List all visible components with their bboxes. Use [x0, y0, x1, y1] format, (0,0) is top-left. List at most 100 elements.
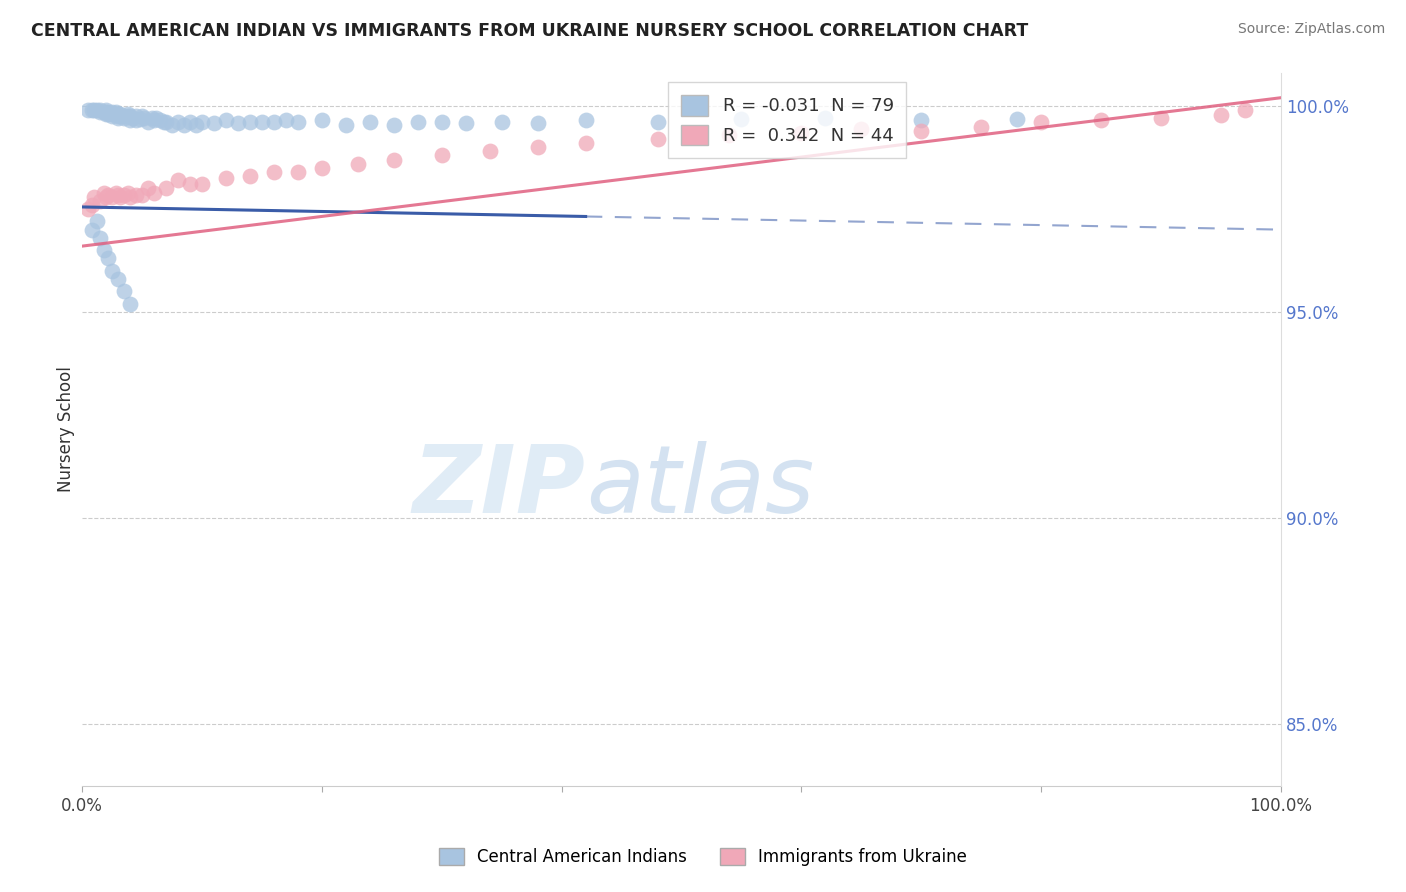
Point	[814, 112, 837, 126]
Point	[136, 115, 159, 129]
Point	[97, 252, 120, 266]
Point	[274, 113, 297, 128]
Point	[107, 187, 129, 202]
Point	[104, 186, 127, 200]
Point	[120, 297, 142, 311]
Point	[287, 115, 309, 129]
Point	[143, 186, 166, 200]
Text: Source: ZipAtlas.com: Source: ZipAtlas.com	[1237, 22, 1385, 37]
Point	[125, 187, 148, 202]
Point	[112, 187, 135, 202]
Point	[107, 109, 129, 123]
Point	[311, 113, 333, 128]
Point	[97, 105, 120, 120]
Text: ZIP: ZIP	[413, 441, 586, 533]
Point	[647, 132, 669, 146]
Point	[287, 165, 309, 179]
Point	[179, 115, 201, 129]
Point	[77, 103, 100, 117]
Text: CENTRAL AMERICAN INDIAN VS IMMIGRANTS FROM UKRAINE NURSERY SCHOOL CORRELATION CH: CENTRAL AMERICAN INDIAN VS IMMIGRANTS FR…	[31, 22, 1028, 40]
Point	[155, 181, 177, 195]
Point	[131, 187, 153, 202]
Point	[215, 171, 238, 186]
Point	[112, 112, 135, 126]
Point	[1209, 108, 1232, 122]
Point	[104, 107, 127, 121]
Point	[149, 113, 172, 128]
Point	[80, 198, 103, 212]
Point	[94, 103, 117, 117]
Point	[575, 136, 598, 150]
Point	[718, 128, 741, 142]
Point	[112, 109, 135, 123]
Point	[155, 115, 177, 129]
Point	[1005, 112, 1028, 127]
Point	[101, 264, 124, 278]
Point	[160, 118, 183, 132]
Point	[1090, 113, 1112, 128]
Point	[382, 153, 405, 167]
Point	[134, 112, 156, 126]
Point	[910, 113, 932, 128]
Point	[107, 272, 129, 286]
Point	[101, 189, 124, 203]
Point	[93, 186, 115, 200]
Point	[83, 103, 105, 117]
Point	[239, 169, 262, 183]
Point	[202, 116, 225, 130]
Point	[647, 115, 669, 129]
Point	[143, 113, 166, 128]
Point	[77, 202, 100, 216]
Point	[110, 107, 132, 121]
Point	[263, 165, 285, 179]
Point	[89, 103, 111, 117]
Point	[94, 105, 117, 120]
Point	[454, 116, 477, 130]
Point	[1233, 103, 1256, 117]
Point	[128, 112, 150, 127]
Point	[93, 244, 115, 258]
Point	[239, 115, 262, 129]
Point	[152, 115, 174, 129]
Point	[173, 118, 195, 132]
Point	[335, 118, 357, 132]
Point	[101, 109, 124, 123]
Point	[97, 107, 120, 121]
Point	[730, 112, 752, 127]
Point	[107, 112, 129, 126]
Point	[120, 113, 142, 128]
Point	[101, 107, 124, 121]
Point	[83, 189, 105, 203]
Point	[117, 107, 139, 121]
Point	[89, 194, 111, 208]
Point	[575, 113, 598, 128]
Point	[94, 189, 117, 203]
Point	[970, 120, 993, 134]
Point	[94, 107, 117, 121]
Point	[121, 112, 143, 126]
Point	[141, 112, 163, 126]
Legend: R = -0.031  N = 79, R =  0.342  N = 44: R = -0.031 N = 79, R = 0.342 N = 44	[668, 82, 907, 158]
Point	[125, 113, 148, 128]
Point	[117, 186, 139, 200]
Point	[86, 214, 108, 228]
Point	[430, 148, 453, 162]
Point	[790, 126, 813, 140]
Point	[311, 161, 333, 175]
Point	[263, 115, 285, 129]
Point	[112, 285, 135, 299]
Point	[167, 115, 190, 129]
Point	[491, 115, 513, 129]
Point	[382, 118, 405, 132]
Point	[145, 112, 167, 126]
Point	[1150, 111, 1173, 125]
Point	[430, 114, 453, 128]
Point	[184, 118, 207, 132]
Point	[110, 189, 132, 203]
Point	[347, 156, 370, 170]
Text: atlas: atlas	[586, 442, 814, 533]
Point	[125, 109, 148, 123]
Point	[250, 114, 273, 128]
Point	[93, 105, 115, 120]
Point	[179, 178, 201, 192]
